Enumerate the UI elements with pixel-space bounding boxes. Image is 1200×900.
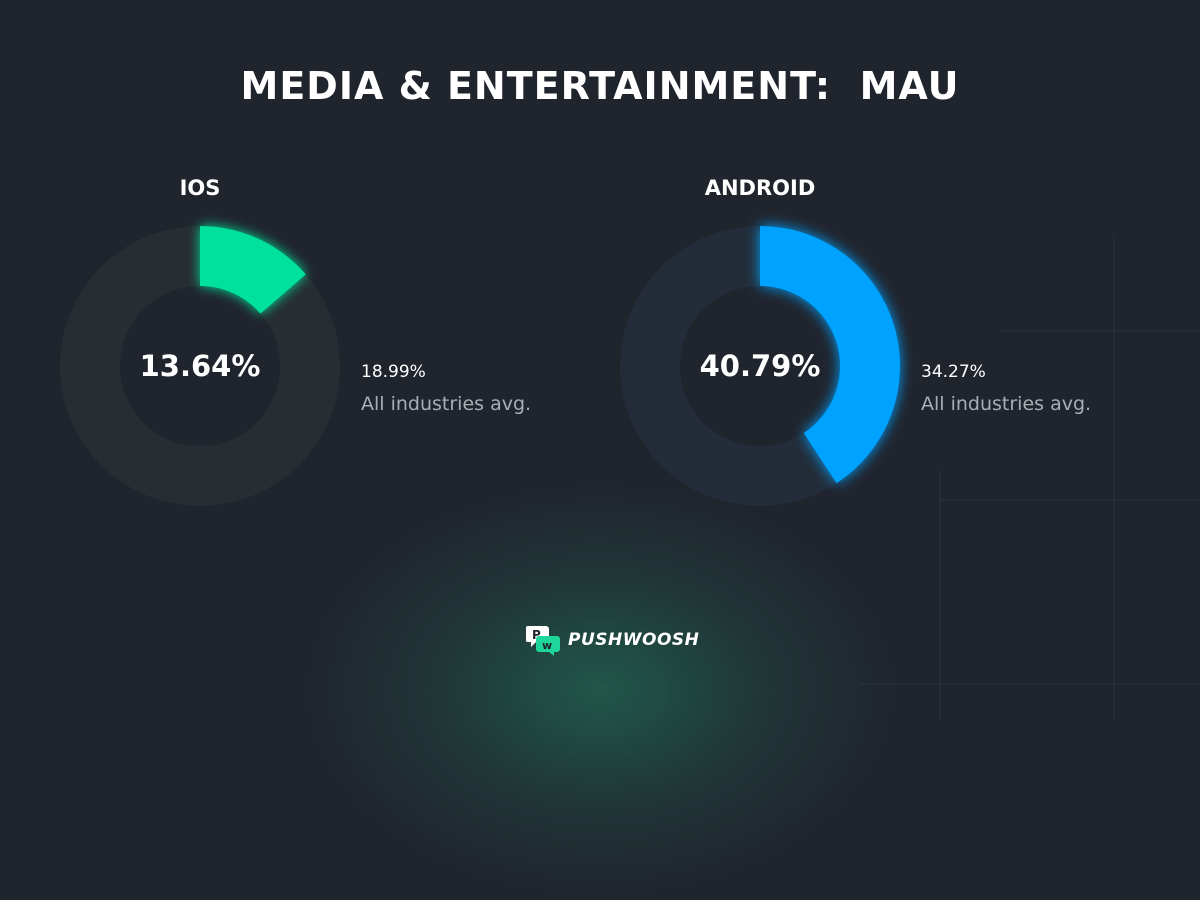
- background-glow: [300, 480, 900, 900]
- android-value: 40.79%: [699, 349, 821, 383]
- ios-avg-caption: All industries avg.: [361, 393, 532, 415]
- ios-value: 13.64%: [139, 349, 261, 383]
- android-donut-svg: [620, 226, 900, 506]
- pushwoosh-logo: P w PUSHWOOSH: [525, 624, 700, 656]
- ios-donut-slice: [200, 226, 306, 314]
- ios-industry-avg: 18.99% All industries avg.: [361, 360, 531, 416]
- android-label: ANDROID: [704, 176, 816, 200]
- android-avg-value: 34.27%: [921, 362, 986, 382]
- svg-text:w: w: [542, 639, 552, 652]
- ios-avg-value: 18.99%: [361, 362, 426, 382]
- ios-donut-svg: [60, 226, 340, 506]
- ios-label: IOS: [179, 176, 221, 200]
- android-donut-slice: [760, 226, 900, 484]
- android-avg-caption: All industries avg.: [921, 393, 1092, 415]
- android-donut-chart: 40.79%: [620, 226, 900, 506]
- svg-text:P: P: [532, 628, 541, 642]
- page-title: MEDIA & ENTERTAINMENT: MAU: [240, 64, 960, 108]
- brand-name: PUSHWOOSH: [568, 630, 700, 650]
- pushwoosh-logo-icon: P w: [525, 624, 560, 656]
- ios-donut-chart: 13.64%: [60, 226, 340, 506]
- android-industry-avg: 34.27% All industries avg.: [921, 360, 1091, 416]
